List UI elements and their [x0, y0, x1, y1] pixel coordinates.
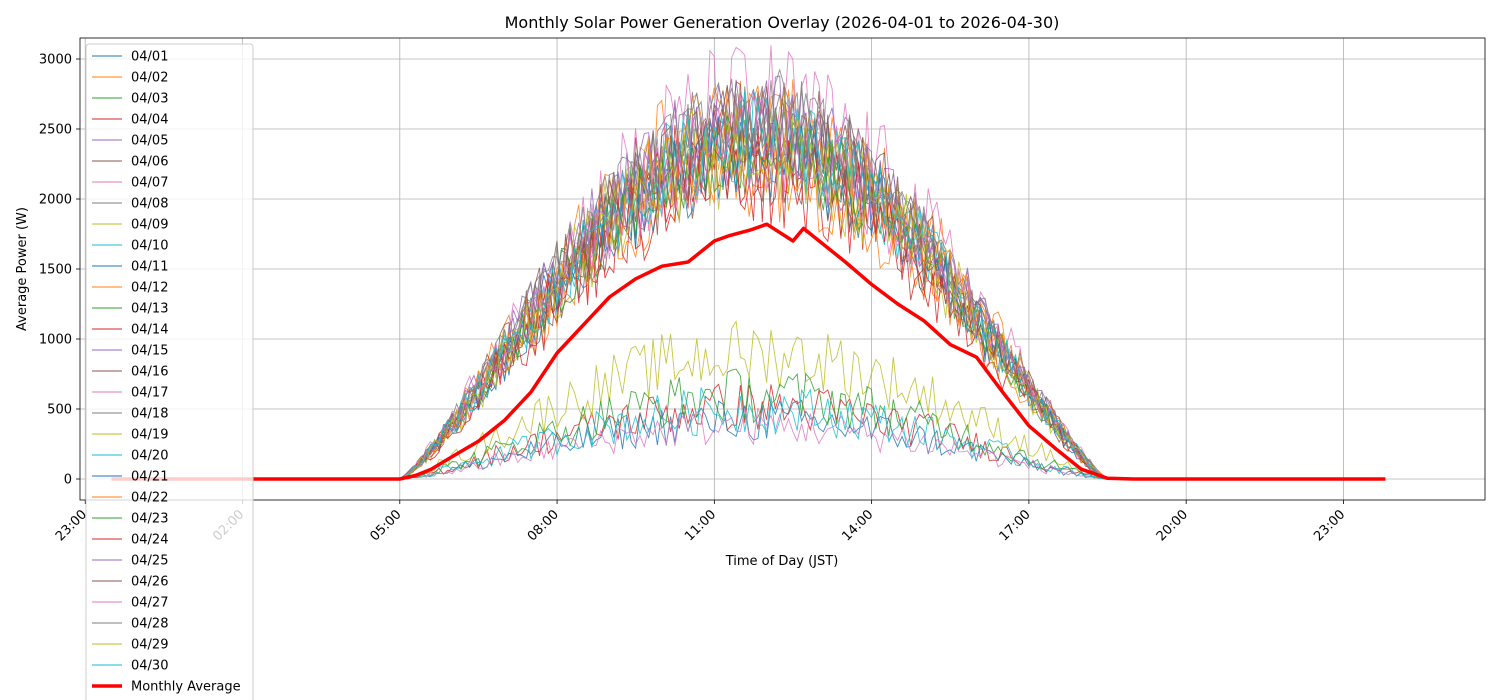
series-line-04-28: [399, 68, 1108, 480]
y-tick-label: 0: [64, 473, 72, 488]
legend-label: 04/17: [131, 386, 168, 401]
legend-label: 04/01: [131, 50, 168, 65]
series-line-04-30: [399, 90, 1108, 480]
y-tick-label: 1500: [39, 263, 72, 278]
legend-box: [85, 43, 254, 700]
series-line-04-27: [399, 94, 1108, 480]
legend-label: 04/24: [131, 533, 168, 548]
y-ticks: 0 500 1000 1500 2000 2500 3000: [39, 53, 80, 488]
series-line-04-04: [399, 383, 1108, 480]
legend-label: 04/16: [131, 365, 168, 380]
series-line-04-17: [399, 407, 1108, 480]
series-line-04-12: [399, 123, 1108, 480]
legend-label: Monthly Average: [131, 680, 241, 695]
legend-label: 04/22: [131, 491, 168, 506]
x-axis-label: Time of Day (JST): [725, 554, 839, 569]
series-line-04-24: [399, 125, 1108, 480]
y-axis-label: Average Power (W): [15, 207, 30, 331]
series-layer: [399, 45, 1108, 480]
legend-label: 04/05: [131, 134, 168, 149]
legend-label: 04/09: [131, 218, 168, 233]
legend-label: 04/29: [131, 638, 168, 653]
x-tick-label: 05:00: [368, 507, 405, 544]
y-tick-label: 2500: [39, 123, 72, 138]
legend-label: 04/15: [131, 344, 168, 359]
series-line-04-11: [399, 399, 1108, 480]
x-tick-label: 14:00: [839, 507, 876, 544]
legend-label: 04/12: [131, 281, 168, 296]
y-tick-label: 3000: [39, 53, 72, 68]
series-line-04-26: [399, 81, 1108, 480]
legend-label: 04/07: [131, 176, 168, 191]
legend-label: 04/20: [131, 449, 168, 464]
series-line-04-13: [399, 368, 1108, 480]
legend-label: 04/28: [131, 617, 168, 632]
legend-label: 04/25: [131, 554, 168, 569]
y-tick-label: 2000: [39, 193, 72, 208]
legend-label: 04/30: [131, 659, 168, 674]
legend-label: 04/27: [131, 596, 168, 611]
legend-label: 04/19: [131, 428, 168, 443]
legend-label: 04/23: [131, 512, 168, 527]
x-tick-label: 20:00: [1154, 507, 1191, 544]
x-tick-label: 23:00: [1311, 507, 1348, 544]
average-layer: [111, 222, 1386, 481]
x-tick-label: 08:00: [525, 507, 562, 544]
x-tick-label: 23:00: [53, 507, 90, 544]
legend-label: 04/13: [131, 302, 168, 317]
legend-label: 04/10: [131, 239, 168, 254]
series-line-04-09: [399, 320, 1108, 480]
legend-label: 04/06: [131, 155, 168, 170]
x-tick-label: 17:00: [997, 507, 1034, 544]
average-line: [111, 222, 1386, 481]
series-line-04-25: [399, 75, 1108, 480]
legend-label: 04/11: [131, 260, 168, 275]
legend-label: 04/18: [131, 407, 168, 422]
series-line-04-29: [399, 113, 1108, 480]
grid: [80, 38, 1485, 500]
y-tick-label: 500: [47, 403, 72, 418]
legend-label: 04/04: [131, 113, 168, 128]
legend-label: 04/02: [131, 71, 168, 86]
legend-label: 04/03: [131, 92, 168, 107]
legend-label: 04/14: [131, 323, 168, 338]
legend-label: 04/08: [131, 197, 168, 212]
legend: 04/01 04/02 04/03 04/04 04/05 04/06 04/07 04/08…: [85, 43, 254, 700]
series-line-04-20: [399, 387, 1108, 480]
chart-title: Monthly Solar Power Generation Overlay (…: [505, 13, 1060, 32]
y-tick-label: 1000: [39, 333, 72, 348]
series-line-04-07: [399, 45, 1108, 480]
legend-label: 04/26: [131, 575, 168, 590]
legend-label: 04/21: [131, 470, 168, 485]
x-tick-label: 11:00: [682, 507, 719, 544]
